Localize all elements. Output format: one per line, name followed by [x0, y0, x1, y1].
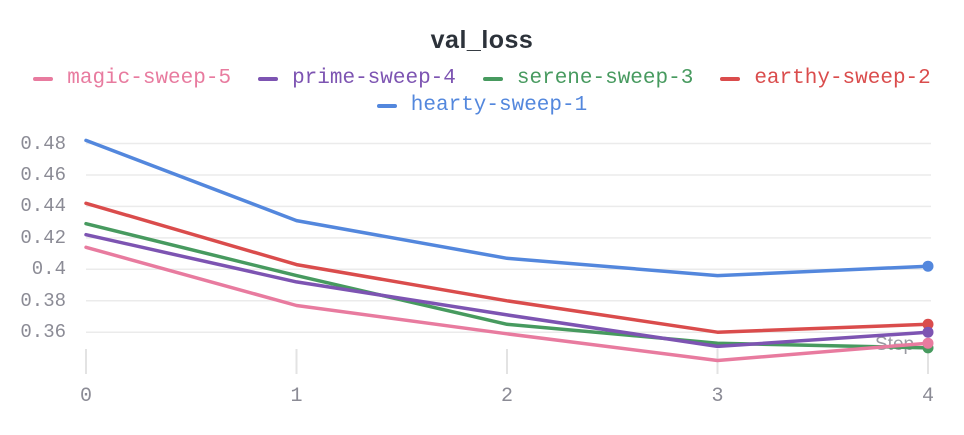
y-tick-label-0.4: 0.4 [31, 258, 66, 281]
y-tick-label-0.42: 0.42 [20, 226, 66, 249]
series-line-earthy-sweep-2[interactable] [84, 201, 930, 334]
y-tick-label-0.36: 0.36 [20, 321, 66, 344]
x-tick-label-2: 2 [500, 385, 513, 408]
legend-item-magic-sweep-5[interactable]: magic-sweep-5 [33, 65, 231, 92]
series-endpoint-prime-sweep-4[interactable] [922, 326, 934, 338]
legend-label: hearty-sweep-1 [410, 94, 588, 117]
series-line-serene-sweep-3[interactable] [84, 221, 930, 350]
legend-label: magic-sweep-5 [67, 67, 232, 90]
legend-dash-icon [482, 76, 503, 81]
legend-dash-icon [376, 103, 397, 108]
y-tick-label-0.48: 0.48 [20, 132, 66, 155]
x-tick-label-1: 1 [290, 385, 303, 408]
y-tick-label-0.44: 0.44 [20, 195, 66, 218]
series-line-magic-sweep-5[interactable] [84, 245, 930, 363]
legend-label: earthy-sweep-2 [754, 67, 931, 90]
legend-label: serene-sweep-3 [516, 67, 694, 90]
legend-item-serene-sweep-3[interactable]: serene-sweep-3 [482, 65, 694, 92]
legend-item-earthy-sweep-2[interactable]: earthy-sweep-2 [720, 65, 931, 92]
y-tick-label-0.38: 0.38 [20, 289, 66, 312]
legend-item-prime-sweep-4[interactable]: prime-sweep-4 [258, 65, 456, 92]
y-tick-label-0.46: 0.46 [20, 163, 66, 186]
legend-dash-icon [258, 76, 279, 81]
legend-dash-icon [720, 76, 741, 81]
series-endpoint-magic-sweep-5[interactable] [922, 337, 934, 349]
x-tick-label-3: 3 [711, 385, 724, 408]
legend-dash-icon [33, 76, 54, 81]
series-endpoint-hearty-sweep-1[interactable] [922, 260, 934, 272]
x-tick-label-0: 0 [79, 385, 92, 408]
series-line-prime-sweep-4[interactable] [84, 232, 930, 349]
legend-item-hearty-sweep-1[interactable]: hearty-sweep-1 [376, 92, 588, 119]
legend: magic-sweep-5 prime-sweep-4 serene-sweep-3… [10, 65, 954, 119]
chart-title: val_loss [430, 26, 534, 54]
series-endpoint-earthy-sweep-2[interactable] [922, 318, 934, 330]
x-tick-label-4: 4 [921, 385, 934, 408]
legend-label: prime-sweep-4 [292, 67, 456, 90]
series-line-hearty-sweep-1[interactable] [84, 138, 930, 278]
